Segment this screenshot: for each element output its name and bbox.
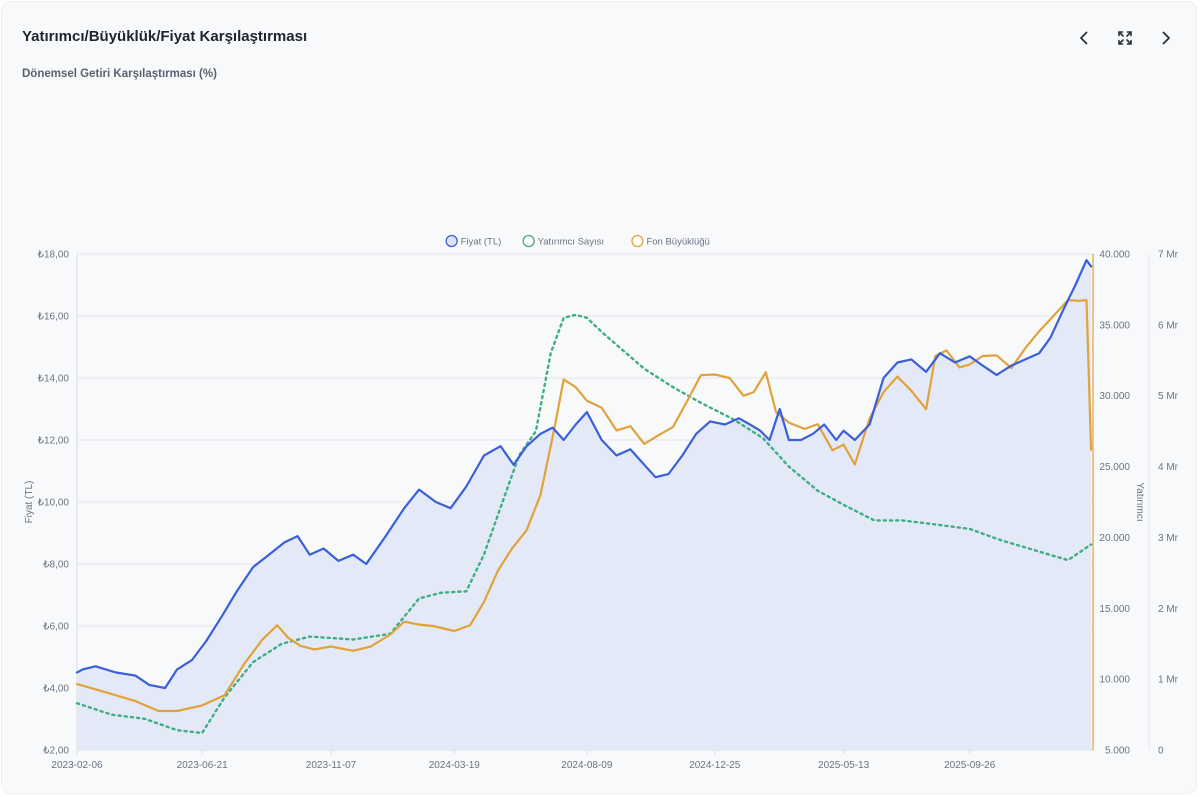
y-tick-label-right2: 2 Mr (1158, 604, 1179, 615)
y-tick-label-left: ₺2,00 (43, 746, 69, 757)
y-tick-label-right: 10.000 (1099, 675, 1130, 686)
page-title: Yatırımcı/Büyüklük/Fiyat Karşılaştırması (22, 28, 308, 45)
legend-marker (522, 234, 535, 248)
y-tick-label-left: ₺8,00 (43, 560, 69, 571)
y-tick-label-right2: 5 Mr (1158, 391, 1179, 402)
y-tick-label-left: ₺6,00 (43, 622, 69, 633)
x-tick-label: 2023-06-21 (177, 760, 229, 771)
y-axis-title-right: Yatırımcı (1134, 482, 1145, 521)
y-tick-label-right: 30.000 (1099, 391, 1130, 402)
chevron-left-icon (1080, 31, 1088, 45)
prev-button[interactable] (1072, 26, 1096, 50)
series-area-0 (77, 260, 1092, 750)
x-tick-label: 2023-02-06 (51, 760, 103, 771)
series-line-0 (75, 259, 1093, 690)
series-line-2 (75, 299, 1093, 713)
legend-marker (445, 234, 458, 248)
y-tick-label-right2: 1 Mr (1158, 675, 1179, 686)
y-axis-title-left: Fiyat (TL) (24, 481, 35, 524)
y-tick-label-right2: 0 (1158, 746, 1164, 757)
x-tick-label: 2024-12-25 (689, 760, 741, 771)
y-tick-label-right: 40.000 (1099, 250, 1130, 261)
y-tick-label-left: ₺16,00 (38, 312, 70, 323)
y-tick-label-left: ₺10,00 (38, 498, 70, 509)
y-tick-label-left: ₺18,00 (38, 250, 70, 261)
x-tick-label: 2024-08-09 (561, 760, 613, 771)
legend-label: Yatırımcı Sayısı (538, 237, 604, 248)
y-tick-label-right: 5.000 (1105, 746, 1130, 757)
y-tick-label-right2: 6 Mr (1158, 320, 1179, 331)
y-tick-label-right2: 7 Mr (1158, 250, 1179, 261)
y-tick-label-right: 20.000 (1099, 533, 1130, 544)
expand-button[interactable] (1113, 26, 1137, 50)
x-tick-label: 2025-09-26 (944, 760, 996, 771)
next-button[interactable] (1154, 26, 1178, 50)
y-tick-label-right2: 4 Mr (1158, 462, 1179, 473)
x-tick-label: 2024-03-19 (429, 760, 481, 771)
chevron-right-icon (1162, 31, 1170, 45)
y-tick-label-left: ₺12,00 (38, 436, 70, 447)
y-tick-label-right: 15.000 (1099, 604, 1130, 615)
legend-label: Fon Büyüklüğü (646, 237, 709, 248)
legend-marker (631, 234, 644, 248)
y-tick-label-left: ₺4,00 (43, 684, 69, 695)
legend-label: Fiyat (TL) (461, 237, 502, 248)
y-tick-label-left: ₺14,00 (38, 374, 70, 385)
y-tick-label-right2: 3 Mr (1158, 533, 1179, 544)
y-tick-label-right: 35.000 (1099, 320, 1130, 331)
x-tick-label: 2025-05-13 (818, 760, 870, 771)
y-tick-label-right: 25.000 (1099, 462, 1130, 473)
x-tick-label: 2023-11-07 (306, 760, 357, 771)
expand-icon (1118, 31, 1132, 45)
chart-subtitle: Dönemsel Getiri Karşılaştırması (%) (22, 68, 217, 80)
series-line-1 (75, 313, 1093, 735)
